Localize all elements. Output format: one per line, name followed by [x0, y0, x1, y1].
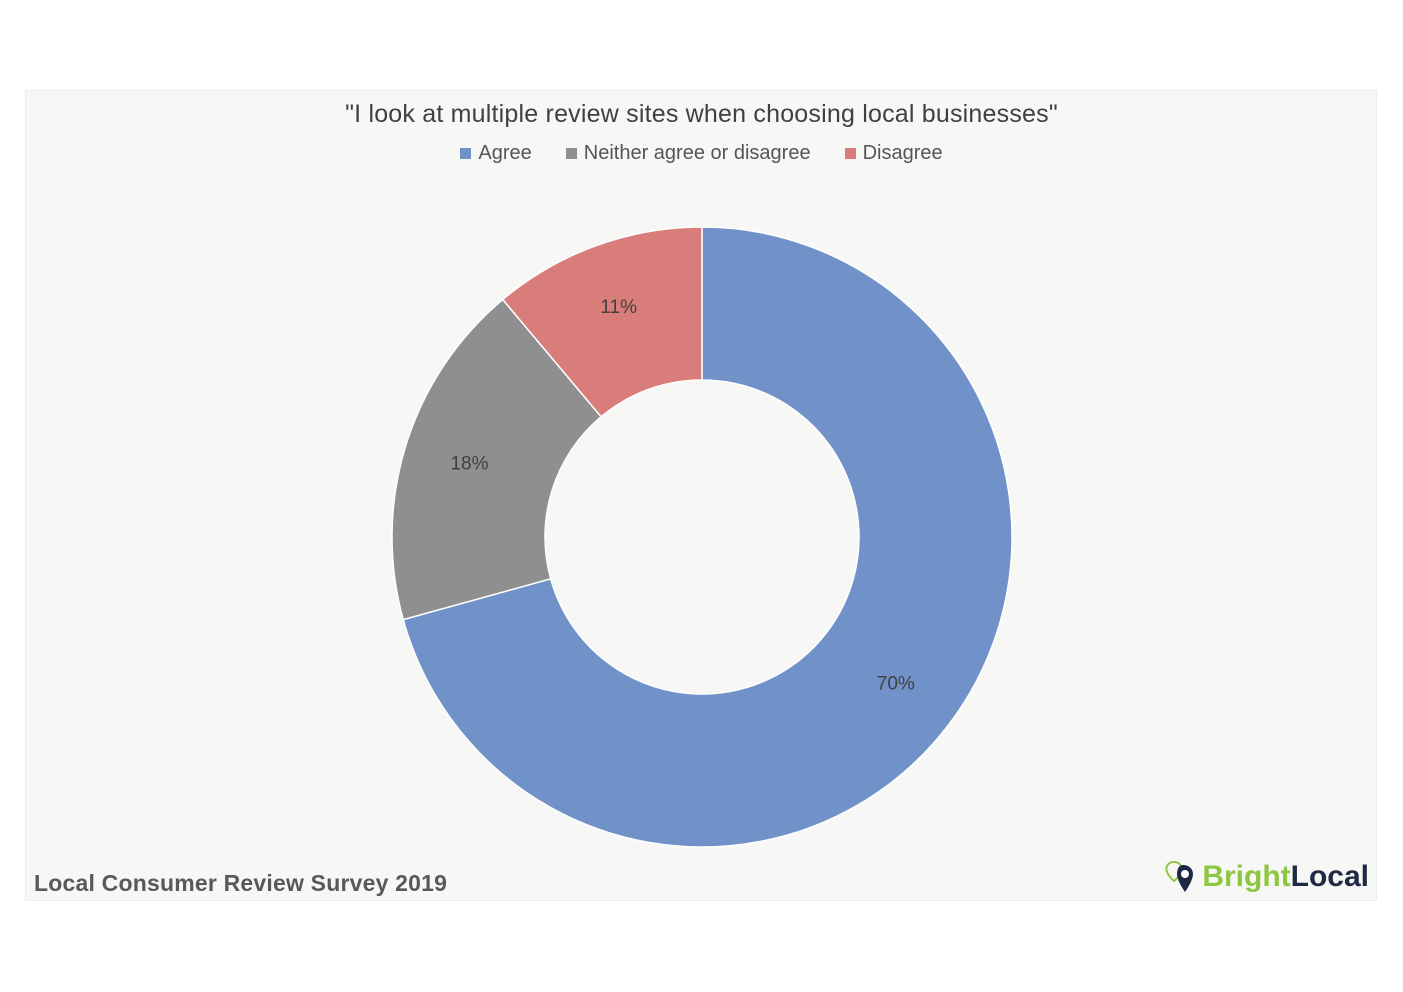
legend-swatch-neither: [565, 148, 577, 159]
donut-labels: 70% 18% 11%: [450, 297, 914, 694]
chart-title: "I look at multiple review sites when ch…: [345, 100, 1058, 128]
legend-item-neither: Neither agree or disagree: [565, 142, 811, 165]
legend-label-agree: Agree: [478, 142, 532, 164]
brand-logo: Bright Local: [1164, 857, 1369, 897]
data-label-agree: 70%: [877, 673, 915, 694]
donut-slice-agree: [402, 226, 1013, 848]
donut-slice-neither: [391, 298, 603, 621]
legend-label-disagree: Disagree: [862, 142, 943, 164]
data-label-disagree: 11%: [600, 297, 637, 318]
data-label-neither: 18%: [450, 454, 488, 475]
legend-swatch-agree: [460, 148, 472, 159]
donut-slices: [391, 226, 1013, 848]
chart-legend: Agree Neither agree or disagree Disagree: [0, 142, 1403, 165]
legend-label-neither: Neither agree or disagree: [583, 142, 811, 164]
legend-item-agree: Agree: [460, 142, 532, 165]
legend-swatch-disagree: [844, 148, 856, 159]
brand-name-part-2: Local: [1290, 860, 1369, 893]
legend-item-disagree: Disagree: [844, 142, 943, 165]
donut-slice-disagree: [501, 226, 703, 418]
survey-source-label: Local Consumer Review Survey 2019: [34, 870, 448, 896]
brand-name-part-1: Bright: [1202, 860, 1291, 893]
map-pin-heart-icon: [1165, 860, 1194, 892]
